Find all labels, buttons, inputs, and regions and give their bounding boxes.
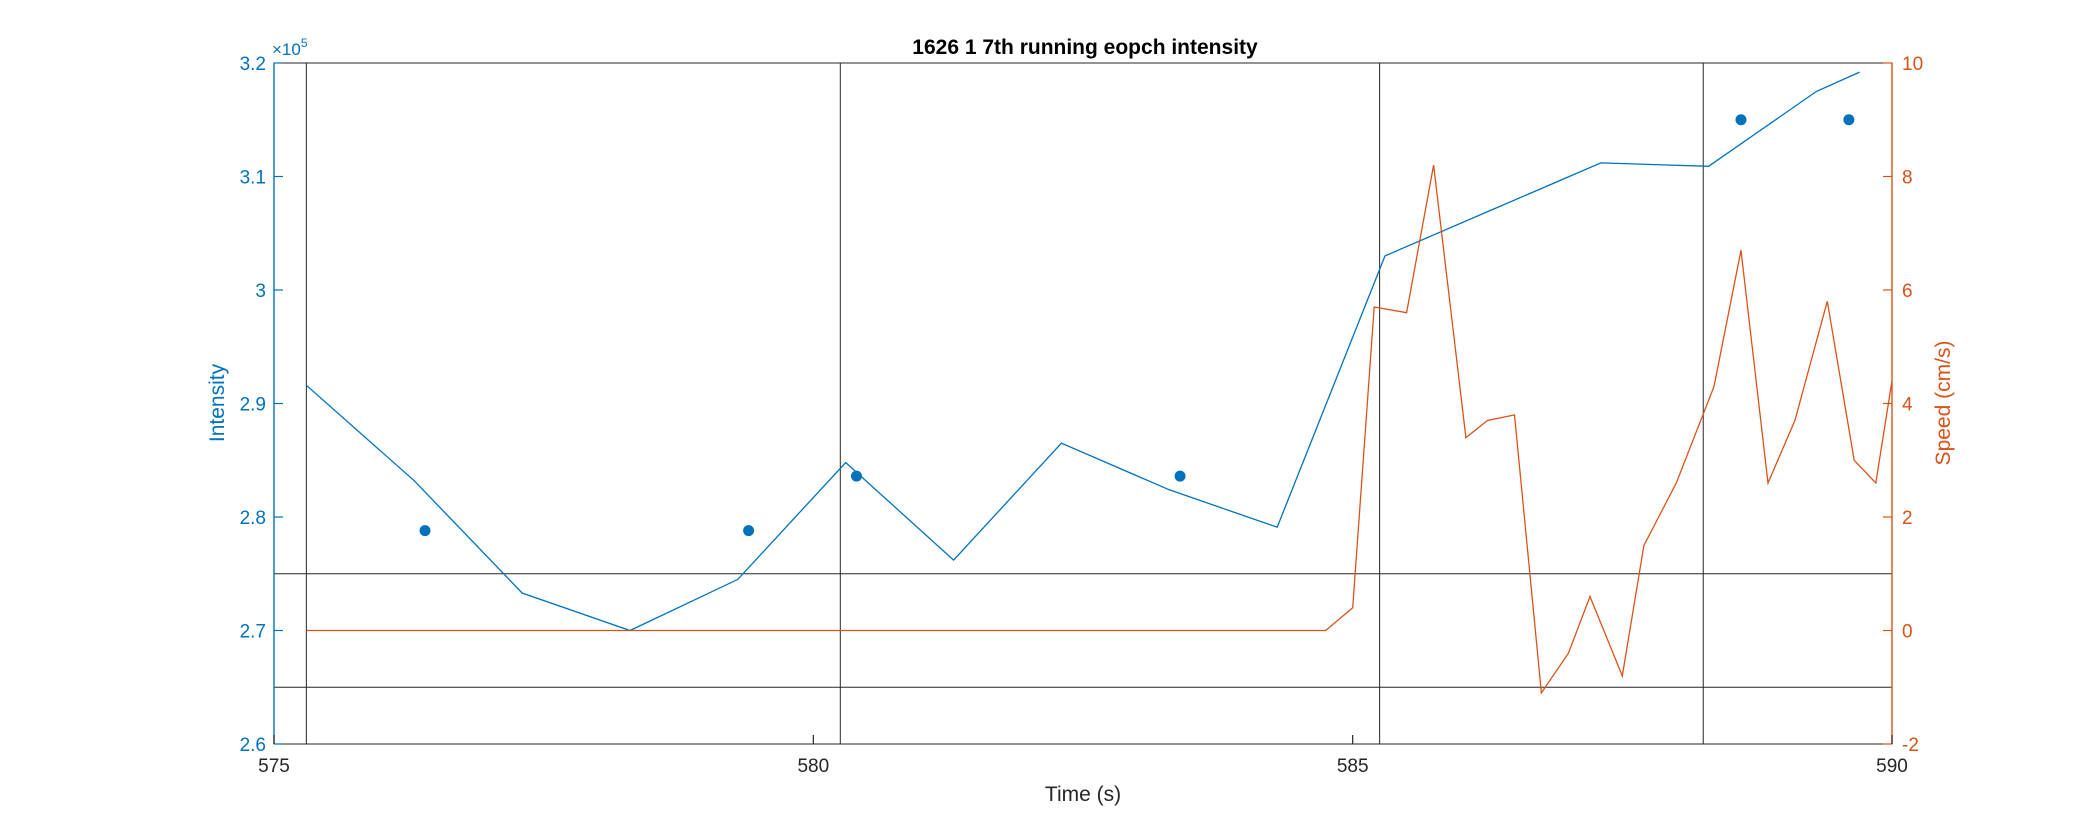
left-axis-exponent-power: 5 bbox=[301, 36, 308, 50]
plot-area bbox=[273, 62, 1893, 745]
right-axis: -2 0 2 4 6 8 10 Speed (cm/s) bbox=[1883, 54, 1955, 756]
left-tick-label-5: 3.1 bbox=[240, 168, 266, 189]
left-tick-label-4: 3 bbox=[255, 281, 266, 302]
marker-point-2 bbox=[850, 470, 862, 482]
left-tick-label-3: 2.9 bbox=[240, 395, 266, 416]
right-tick-label-4: 6 bbox=[1902, 281, 1913, 302]
marker-point-4 bbox=[1735, 114, 1747, 126]
left-tick-label-6: 3.2 bbox=[240, 54, 266, 75]
left-axis-exponent-base: ×10 bbox=[272, 40, 301, 59]
series-layer bbox=[305, 71, 1893, 695]
x-ticks: 575 580 585 590 bbox=[258, 735, 1908, 777]
marker-point-0 bbox=[419, 525, 431, 537]
left-tick-label-2: 2.8 bbox=[240, 508, 266, 529]
right-ticks: -2 0 2 4 6 8 10 bbox=[1883, 54, 1923, 756]
x-tick-label-0: 575 bbox=[258, 756, 290, 777]
right-tick-label-1: 0 bbox=[1902, 622, 1913, 643]
left-tick-label-0: 2.6 bbox=[240, 735, 266, 756]
left-axis-exponent: ×105 bbox=[272, 36, 308, 59]
right-tick-label-6: 10 bbox=[1902, 54, 1923, 75]
markers-layer bbox=[419, 114, 1855, 537]
right-tick-label-0: -2 bbox=[1902, 735, 1919, 756]
series-line-2 bbox=[306, 164, 1893, 695]
chart-title: 1626 1 7th running eopch intensity bbox=[912, 36, 1258, 59]
x-axis-label: Time (s) bbox=[1045, 783, 1121, 806]
x-axis: 575 580 585 590 Time (s) bbox=[258, 735, 1908, 806]
right-tick-label-5: 8 bbox=[1902, 168, 1913, 189]
left-ticks: 2.6 2.7 2.8 2.9 3 3.1 3.2 bbox=[240, 54, 283, 756]
left-tick-label-1: 2.7 bbox=[240, 622, 266, 643]
marker-point-1 bbox=[743, 525, 755, 537]
marker-point-5 bbox=[1843, 114, 1855, 126]
marker-point-3 bbox=[1174, 470, 1186, 482]
right-axis-label: Speed (cm/s) bbox=[1932, 341, 1955, 466]
x-tick-label-2: 585 bbox=[1337, 756, 1369, 777]
series-line-0 bbox=[305, 71, 1860, 632]
left-axis-label: Intensity bbox=[206, 363, 229, 442]
right-tick-label-3: 4 bbox=[1902, 395, 1913, 416]
x-tick-label-1: 580 bbox=[797, 756, 829, 777]
x-tick-label-3: 590 bbox=[1876, 756, 1908, 777]
right-tick-label-2: 2 bbox=[1902, 508, 1913, 529]
left-axis: 2.6 2.7 2.8 2.9 3 3.1 3.2 ×105 Intensity bbox=[206, 36, 308, 756]
